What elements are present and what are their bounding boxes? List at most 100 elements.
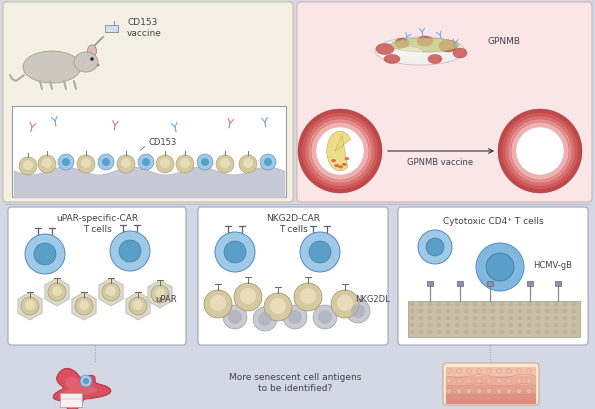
Circle shape — [455, 330, 459, 335]
Circle shape — [264, 293, 292, 321]
Circle shape — [509, 309, 513, 314]
Circle shape — [466, 369, 471, 373]
Circle shape — [98, 155, 114, 171]
Circle shape — [437, 323, 441, 328]
Circle shape — [509, 316, 513, 321]
Circle shape — [516, 128, 564, 175]
Ellipse shape — [428, 55, 442, 64]
Ellipse shape — [74, 53, 98, 73]
Circle shape — [506, 379, 512, 384]
Circle shape — [527, 369, 531, 373]
Circle shape — [572, 316, 577, 321]
Circle shape — [499, 302, 505, 307]
Circle shape — [509, 302, 513, 307]
Circle shape — [487, 379, 491, 384]
Circle shape — [409, 316, 415, 321]
Circle shape — [234, 283, 262, 311]
Circle shape — [80, 375, 92, 387]
Bar — [408, 301, 580, 337]
Bar — [487, 281, 493, 286]
Circle shape — [562, 323, 568, 328]
Circle shape — [518, 323, 522, 328]
Circle shape — [562, 316, 568, 321]
Circle shape — [79, 300, 89, 310]
Circle shape — [499, 316, 505, 321]
Circle shape — [455, 309, 459, 314]
Circle shape — [456, 379, 462, 384]
Polygon shape — [126, 292, 150, 320]
Polygon shape — [99, 278, 123, 306]
Circle shape — [477, 389, 481, 393]
Circle shape — [300, 288, 316, 304]
Circle shape — [83, 378, 89, 384]
Circle shape — [42, 159, 52, 169]
Circle shape — [418, 330, 424, 335]
Bar — [446, 394, 536, 404]
Circle shape — [308, 120, 372, 184]
Ellipse shape — [417, 37, 433, 47]
Text: CD153
vaccine: CD153 vaccine — [127, 18, 162, 38]
Circle shape — [446, 389, 452, 393]
Ellipse shape — [384, 55, 400, 64]
Circle shape — [426, 238, 444, 256]
Circle shape — [197, 155, 213, 171]
Circle shape — [544, 302, 550, 307]
Circle shape — [490, 316, 496, 321]
Circle shape — [572, 302, 577, 307]
Circle shape — [456, 369, 462, 373]
Circle shape — [562, 330, 568, 335]
Circle shape — [260, 155, 276, 171]
Circle shape — [418, 309, 424, 314]
Circle shape — [496, 379, 502, 384]
Circle shape — [499, 330, 505, 335]
Circle shape — [477, 369, 481, 373]
Bar — [446, 376, 536, 385]
Circle shape — [496, 389, 502, 393]
Circle shape — [283, 305, 307, 329]
Circle shape — [52, 286, 62, 296]
Circle shape — [518, 330, 522, 335]
Circle shape — [490, 302, 496, 307]
Ellipse shape — [375, 38, 465, 66]
Circle shape — [502, 114, 578, 189]
Circle shape — [446, 330, 450, 335]
Ellipse shape — [331, 160, 336, 163]
Circle shape — [75, 297, 93, 315]
Bar — [427, 281, 433, 286]
Circle shape — [418, 316, 424, 321]
Circle shape — [499, 309, 505, 314]
Circle shape — [511, 123, 569, 180]
Circle shape — [270, 298, 286, 314]
Ellipse shape — [338, 166, 343, 169]
Circle shape — [446, 323, 450, 328]
Circle shape — [481, 302, 487, 307]
Circle shape — [527, 323, 531, 328]
Circle shape — [298, 110, 382, 193]
Text: Cytotoxic CD4⁺ T cells: Cytotoxic CD4⁺ T cells — [443, 217, 543, 226]
Polygon shape — [327, 132, 350, 171]
Circle shape — [316, 128, 364, 175]
Ellipse shape — [87, 46, 96, 58]
Circle shape — [220, 159, 230, 169]
Circle shape — [201, 159, 209, 166]
Circle shape — [490, 323, 496, 328]
Circle shape — [572, 330, 577, 335]
Circle shape — [562, 302, 568, 307]
Circle shape — [516, 389, 521, 393]
Polygon shape — [72, 292, 96, 320]
Circle shape — [176, 155, 194, 173]
Circle shape — [437, 309, 441, 314]
Circle shape — [455, 316, 459, 321]
Circle shape — [418, 323, 424, 328]
Circle shape — [472, 330, 478, 335]
Circle shape — [472, 323, 478, 328]
Circle shape — [572, 323, 577, 328]
Bar — [457, 281, 463, 286]
Circle shape — [151, 285, 169, 303]
Circle shape — [19, 157, 37, 175]
Circle shape — [224, 241, 246, 263]
Circle shape — [294, 283, 322, 311]
Circle shape — [527, 330, 531, 335]
Text: NKG2DL: NKG2DL — [355, 295, 390, 304]
Circle shape — [351, 304, 365, 318]
